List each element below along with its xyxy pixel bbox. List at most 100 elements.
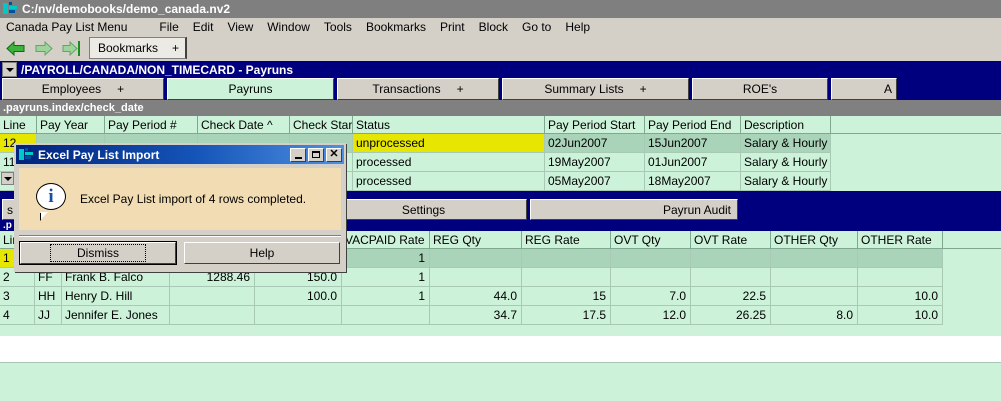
maximize-button[interactable]	[308, 147, 324, 162]
paylist-cell-salary[interactable]: 1288.46	[170, 268, 255, 287]
payruns-col-line[interactable]: Line	[0, 116, 37, 134]
payruns-col-period-start[interactable]: Pay Period Start	[545, 116, 645, 134]
path-dropdown-button[interactable]	[2, 62, 17, 77]
paylist-cell-reg-qty[interactable]: 34.7	[430, 306, 522, 325]
paylist-cell-line[interactable]: 4	[0, 306, 35, 325]
payruns-cell-description[interactable]: Salary & Hourly	[741, 134, 831, 153]
paylist-col-reg-qty[interactable]: REG Qty	[430, 231, 522, 249]
paylist-cell-ovt-qty[interactable]: 12.0	[611, 306, 691, 325]
paylist-cell-other-qty[interactable]	[771, 249, 858, 268]
payruns-cell-period-end[interactable]: 18May2007	[645, 172, 741, 191]
tab-payruns[interactable]: Payruns	[167, 78, 334, 100]
bookmarks-plus-icon[interactable]: +	[172, 41, 180, 55]
menu-item-window[interactable]: Window	[267, 20, 310, 34]
payruns-cell-description[interactable]: Salary & Hourly	[741, 172, 831, 191]
paylist-cell-other-qty[interactable]: 8.0	[771, 306, 858, 325]
table-row[interactable]: 4 JJ Jennifer E. Jones 34.7 17.5 12.0 26…	[0, 306, 1001, 325]
tab-roes[interactable]: ROE's	[692, 78, 828, 100]
dialog-title-bar[interactable]: Excel Pay List Import ✕	[16, 145, 344, 164]
sub-tab-settings[interactable]: Settings	[320, 199, 527, 220]
forward-arrow-button[interactable]	[31, 36, 57, 60]
paylist-cell-salary[interactable]	[170, 306, 255, 325]
paylist-cell-id[interactable]: HH	[35, 287, 62, 306]
payruns-cell-period-end[interactable]: 01Jun2007	[645, 153, 741, 172]
payruns-col-period-end[interactable]: Pay Period End	[645, 116, 741, 134]
payruns-scroll-down-button[interactable]	[1, 172, 14, 185]
paylist-cell-vacpaid-rate[interactable]: 1	[342, 249, 430, 268]
paylist-col-other-qty[interactable]: OTHER Qty	[771, 231, 858, 249]
paylist-cell-other-qty[interactable]	[771, 287, 858, 306]
paylist-cell-other-rate[interactable]	[858, 249, 943, 268]
paylist-cell-ovt-rate[interactable]: 26.25	[691, 306, 771, 325]
minimize-button[interactable]	[290, 147, 306, 162]
paylist-cell-ovt-rate[interactable]: 22.5	[691, 287, 771, 306]
paylist-cell-id[interactable]: JJ	[35, 306, 62, 325]
paylist-cell-vacpaid-rate[interactable]: 1	[342, 268, 430, 287]
paylist-cell-name[interactable]: Frank B. Falco	[62, 268, 170, 287]
paylist-cell-name[interactable]: Henry D. Hill	[62, 287, 170, 306]
menu-item-canada-pay-list-menu[interactable]: Canada Pay List Menu	[6, 20, 128, 34]
table-row[interactable]: 12 unprocessed 02Jun2007 15Jun2007 Salar…	[0, 134, 1001, 153]
paylist-cell-ovt-rate[interactable]	[691, 249, 771, 268]
table-row[interactable]: 2 FF Frank B. Falco 1288.46 150.0 1	[0, 268, 1001, 287]
tab-summary-lists-plus-icon[interactable]: +	[639, 82, 647, 96]
back-arrow-button[interactable]	[3, 36, 29, 60]
paylist-cell-reg-qty[interactable]	[430, 268, 522, 287]
paylist-cell-other-rate[interactable]: 10.0	[858, 306, 943, 325]
dismiss-button[interactable]: Dismiss	[19, 241, 177, 265]
paylist-cell-other-qty[interactable]	[771, 268, 858, 287]
menu-item-view[interactable]: View	[227, 20, 254, 34]
paylist-cell-vacpaid-rate[interactable]	[342, 306, 430, 325]
payruns-cell-period-start[interactable]: 02Jun2007	[545, 134, 645, 153]
paylist-cell-salary[interactable]	[170, 287, 255, 306]
paylist-cell-reg-qty[interactable]	[430, 249, 522, 268]
paylist-cell-name[interactable]: Jennifer E. Jones	[62, 306, 170, 325]
payruns-col-pay-year[interactable]: Pay Year	[37, 116, 105, 134]
payruns-cell-description[interactable]: Salary & Hourly	[741, 153, 831, 172]
payruns-cell-status[interactable]: processed	[353, 172, 545, 191]
paylist-col-reg-rate[interactable]: REG Rate	[522, 231, 611, 249]
tab-employees[interactable]: Employees +	[2, 78, 164, 100]
paylist-col-ovt-qty[interactable]: OVT Qty	[611, 231, 691, 249]
paylist-cell-vacpaid-qty[interactable]	[255, 306, 342, 325]
paylist-cell-id[interactable]: FF	[35, 268, 62, 287]
paylist-col-vacpaid-rate[interactable]: VACPAID Rate	[342, 231, 430, 249]
paylist-cell-line[interactable]: 3	[0, 287, 35, 306]
sub-tab-payrun-audit[interactable]: Payrun Audit	[530, 199, 738, 220]
help-button[interactable]: Help	[184, 242, 340, 264]
menu-item-go-to[interactable]: Go to	[522, 20, 552, 34]
payruns-col-status[interactable]: Status	[353, 116, 545, 134]
payruns-cell-status[interactable]: processed	[353, 153, 545, 172]
paylist-cell-vacpaid-rate[interactable]: 1	[342, 287, 430, 306]
menu-item-tools[interactable]: Tools	[323, 20, 352, 34]
menu-item-edit[interactable]: Edit	[192, 20, 214, 34]
bookmarks-button[interactable]: Bookmarks +	[89, 37, 188, 59]
menu-item-help[interactable]: Help	[565, 20, 591, 34]
payruns-col-pay-period-no[interactable]: Pay Period #	[105, 116, 198, 134]
forward-to-end-button[interactable]	[59, 36, 85, 60]
paylist-cell-reg-rate[interactable]: 17.5	[522, 306, 611, 325]
close-button[interactable]: ✕	[326, 147, 342, 162]
payruns-cell-period-start[interactable]: 05May2007	[545, 172, 645, 191]
menu-item-file[interactable]: File	[159, 20, 179, 34]
payruns-col-description[interactable]: Description	[741, 116, 831, 134]
payruns-col-check-start-no[interactable]: Check Start #	[290, 116, 353, 134]
menu-item-block[interactable]: Block	[478, 20, 508, 34]
table-row[interactable]: 3 HH Henry D. Hill 100.0 1 44.0 15 7.0 2…	[0, 287, 1001, 306]
paylist-col-other-rate[interactable]: OTHER Rate	[858, 231, 943, 249]
paylist-cell-ovt-qty[interactable]	[611, 268, 691, 287]
tab-overflow-a[interactable]: A	[831, 78, 897, 100]
paylist-cell-ovt-qty[interactable]: 7.0	[611, 287, 691, 306]
tab-transactions[interactable]: Transactions +	[337, 78, 499, 100]
paylist-cell-vacpaid-qty[interactable]: 150.0	[255, 268, 342, 287]
tab-summary-lists[interactable]: Summary Lists +	[502, 78, 689, 100]
paylist-col-ovt-rate[interactable]: OVT Rate	[691, 231, 771, 249]
paylist-cell-reg-rate[interactable]	[522, 268, 611, 287]
paylist-cell-reg-rate[interactable]	[522, 249, 611, 268]
paylist-cell-reg-rate[interactable]: 15	[522, 287, 611, 306]
paylist-cell-other-rate[interactable]	[858, 268, 943, 287]
tab-employees-plus-icon[interactable]: +	[117, 82, 125, 96]
paylist-cell-other-rate[interactable]: 10.0	[858, 287, 943, 306]
payruns-cell-period-end[interactable]: 15Jun2007	[645, 134, 741, 153]
paylist-cell-reg-qty[interactable]: 44.0	[430, 287, 522, 306]
